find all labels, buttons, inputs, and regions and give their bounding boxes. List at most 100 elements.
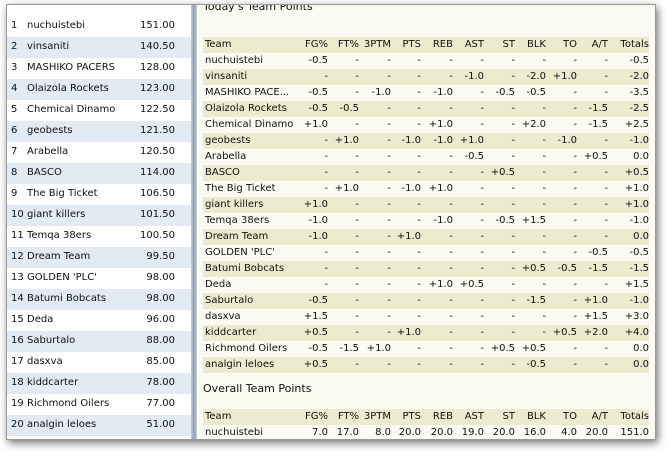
points: 100.50 <box>140 230 175 241</box>
standing-row: 16 Saburtalo 88.00 <box>7 331 191 352</box>
cell: 17.0 <box>336 427 359 438</box>
cell: -2.0 <box>629 71 649 82</box>
cell: - <box>417 55 421 66</box>
cell: - <box>573 247 577 258</box>
cell: - <box>355 167 359 178</box>
cell: -0.5 <box>526 359 546 370</box>
cell: - <box>417 311 421 322</box>
cell: -1.0 <box>433 215 453 226</box>
column-header: FT% <box>337 411 359 422</box>
team-name: Batumi Bobcats <box>27 293 107 304</box>
cell: +0.5 <box>552 327 577 338</box>
cell: - <box>480 183 484 194</box>
cell: -0.5 <box>629 247 649 258</box>
column-header: Team <box>205 39 232 50</box>
cell: - <box>480 263 484 274</box>
column-header: BLK <box>527 411 546 422</box>
standing-row: 14 Batumi Bobcats 98.00 <box>7 289 191 310</box>
points: 77.00 <box>146 398 175 409</box>
cell: - <box>511 247 515 258</box>
cell: +1.5 <box>583 311 608 322</box>
cell: - <box>449 343 453 354</box>
table-row: Temqa 38ers -1.0- - - -1.0- -0.5 +1.5- - -1.0 <box>203 213 649 229</box>
column-header: FG% <box>304 411 328 422</box>
column-header: ST <box>502 39 515 50</box>
cell: - <box>604 231 608 242</box>
table-row: nuchuistebi 7.0 17.0 8.0 20.0 20.0 19.0 20.0 16.… <box>203 425 649 439</box>
column-header: TO <box>563 411 577 422</box>
cell: - <box>417 71 421 82</box>
cell: 16.0 <box>523 427 546 438</box>
cell: 0.0 <box>633 151 649 162</box>
team-name: MASHIKO PACERS <box>27 62 115 73</box>
cell: -0.5 <box>308 343 328 354</box>
cell: - <box>449 71 453 82</box>
cell: - <box>480 311 484 322</box>
cell: - <box>387 71 391 82</box>
team-name: Olaizola Rockets <box>205 103 287 114</box>
cell: - <box>417 167 421 178</box>
cell: -1.0 <box>308 215 328 226</box>
cell: -1.5 <box>339 343 359 354</box>
team-name: BASCO <box>27 167 62 178</box>
team-name: Richmond Oilers <box>205 343 288 354</box>
rank: 16 <box>11 335 24 346</box>
table-row: dasxva +1.5- - - - - - - - +1.5 +3.0 <box>203 309 649 325</box>
cell: - <box>511 279 515 290</box>
cell: - <box>480 119 484 130</box>
team-name: kiddcarter <box>27 377 79 388</box>
cell: - <box>511 119 515 130</box>
cell: - <box>573 359 577 370</box>
cell: -0.5 <box>308 87 328 98</box>
cell: -1.0 <box>433 135 453 146</box>
column-header: BLK <box>527 39 546 50</box>
cell: - <box>480 167 484 178</box>
rank: 11 <box>11 230 24 241</box>
rank: 3 <box>11 62 18 73</box>
table-row: Arabella - - - - - -0.5- - - +0.5 0.0 <box>203 149 649 165</box>
team-name: giant killers <box>205 199 264 210</box>
column-header: A/T <box>591 39 608 50</box>
team-name: dasxva <box>27 356 63 367</box>
team-name: nuchuistebi <box>205 55 264 66</box>
cell: - <box>480 231 484 242</box>
rank: 6 <box>11 125 18 136</box>
standing-row: 18 kiddcarter 78.00 <box>7 373 191 394</box>
cell: +1.0 <box>428 183 453 194</box>
rank: 8 <box>11 167 18 178</box>
standing-row: 15 Deda 96.00 <box>7 310 191 331</box>
cell: - <box>573 343 577 354</box>
column-header: 3PTM <box>363 411 391 422</box>
cell: -1.0 <box>629 215 649 226</box>
team-name: giant killers <box>27 209 86 220</box>
table-row: Deda - - - - +1.0 +0.5- - - - +1.5 <box>203 277 649 293</box>
points-panel: Today's Team Points Team FG% FT% 3PTM PTS REB A… <box>197 5 655 439</box>
points: 98.00 <box>146 293 175 304</box>
cell: - <box>417 359 421 370</box>
team-name: geobests <box>27 125 73 136</box>
cell: - <box>449 359 453 370</box>
team-name: Olaizola Rockets <box>27 83 109 94</box>
cell: - <box>449 263 453 274</box>
team-name: Richmond Oilers <box>27 398 110 409</box>
rank: 14 <box>11 293 24 304</box>
standing-row: 13 GOLDEN 'PLC' 98.00 <box>7 268 191 289</box>
team-name: dasxva <box>205 311 241 322</box>
rank: 1 <box>11 20 18 31</box>
points: 101.50 <box>140 209 175 220</box>
column-header: Totals <box>620 411 649 422</box>
cell: - <box>417 199 421 210</box>
cell: - <box>417 343 421 354</box>
cell: -2.5 <box>629 103 649 114</box>
cell: - <box>573 103 577 114</box>
rank: 17 <box>11 356 24 367</box>
team-name: The Big Ticket <box>27 188 98 199</box>
cell: +0.5 <box>583 151 608 162</box>
cell: 8.0 <box>375 427 391 438</box>
table-row: giant killers +1.0 - - - - - - - - - +1.0 <box>203 197 649 213</box>
cell: +0.5 <box>459 279 484 290</box>
team-name: BASCO <box>205 167 240 178</box>
cell: - <box>480 343 484 354</box>
cell: - <box>542 327 546 338</box>
team-name: Saburtalo <box>27 335 76 346</box>
